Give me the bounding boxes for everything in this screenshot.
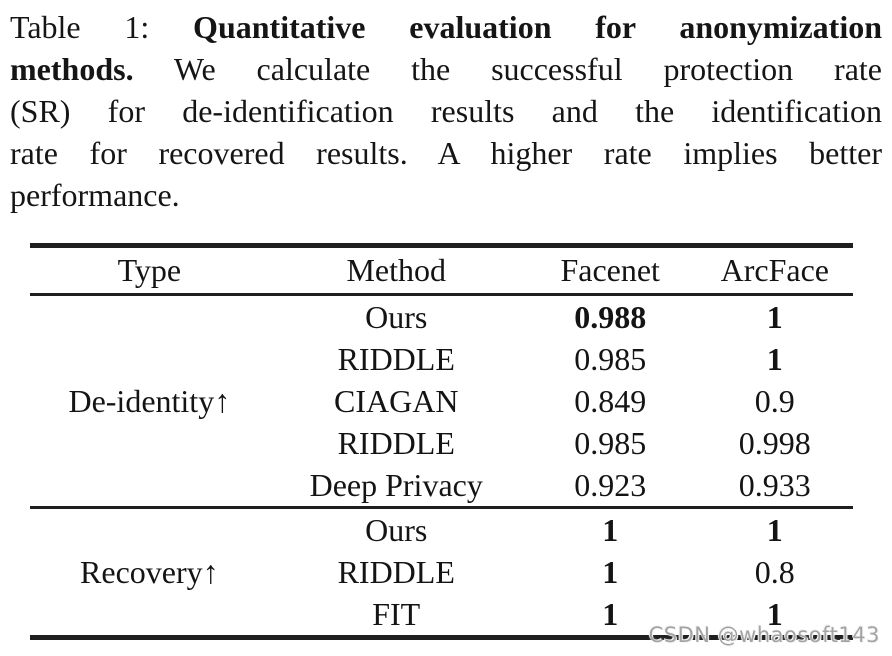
table-row: CIAGAN 0.849 0.9 — [30, 380, 853, 422]
column-header-method: Method — [346, 252, 446, 288]
method-cell: RIDDLE — [337, 340, 455, 377]
column-header-arcface: ArcFace — [720, 252, 829, 288]
table-row: FIT 1 1 — [30, 593, 853, 638]
type-group-label: Recovery↑ — [80, 553, 219, 590]
caption-segment: (SR) for de-identification results and t… — [10, 93, 882, 129]
caption-line: Table 1: Quantitative evaluation for ano… — [10, 6, 882, 48]
table-caption: Table 1: Quantitative evaluation for ano… — [10, 6, 882, 216]
facenet-value-cell: 0.988 — [574, 298, 647, 335]
facenet-value-cell: 1 — [602, 511, 619, 548]
facenet-value-cell: 0.923 — [574, 466, 647, 503]
column-header-facenet: Facenet — [560, 252, 660, 288]
watermark: CSDN @whaosoft143 — [648, 623, 880, 647]
caption-segment: We calculate the successful protection r… — [133, 51, 882, 87]
facenet-value-cell: 1 — [602, 553, 619, 590]
caption-segment: performance. — [10, 177, 180, 213]
method-cell: CIAGAN — [334, 382, 459, 419]
arcface-value-cell: 1 — [766, 595, 783, 632]
arcface-value-cell: 0.933 — [738, 466, 811, 503]
type-group-label: De-identity↑ — [68, 382, 231, 419]
facenet-value-cell: 1 — [602, 595, 619, 632]
method-cell: FIT — [372, 595, 421, 632]
caption-line: (SR) for de-identification results and t… — [10, 90, 882, 132]
facenet-value-cell: 0.985 — [574, 340, 647, 377]
table-row: RIDDLE 0.985 0.998 — [30, 422, 853, 464]
facenet-value-cell: 0.985 — [574, 424, 647, 461]
table-header-row: Type Method Facenet ArcFace — [30, 246, 853, 295]
arcface-value-cell: 1 — [766, 511, 783, 548]
caption-line: performance. — [10, 174, 882, 216]
caption-line: methods. We calculate the successful pro… — [10, 48, 882, 90]
table-row: RIDDLE 0.985 1 — [30, 338, 853, 380]
method-cell: RIDDLE — [337, 553, 455, 590]
caption-bold-segment: Quantitative evaluation for anonymizatio… — [193, 9, 883, 45]
method-cell: Ours — [365, 511, 428, 548]
arcface-value-cell: 1 — [766, 298, 783, 335]
results-table: Type Method Facenet ArcFace De-identity↑ Our… — [30, 243, 853, 640]
caption-line: rate for recovered results. A higher rat… — [10, 132, 882, 174]
table-row: De-identity↑ Ours 0.988 1 — [30, 295, 853, 419]
arcface-value-cell: 1 — [766, 340, 783, 377]
table-row: Recovery↑ Ours 1 1 — [30, 507, 853, 590]
facenet-value-cell: 0.849 — [574, 382, 647, 419]
caption-segment: Table 1: — [10, 9, 194, 45]
method-cell: Deep Privacy — [309, 466, 483, 503]
arcface-value-cell: 0.998 — [738, 424, 811, 461]
arcface-value-cell: 0.9 — [754, 382, 795, 419]
table-row: Deep Privacy 0.923 0.933 — [30, 464, 853, 508]
method-cell: RIDDLE — [337, 424, 455, 461]
caption-segment: rate for recovered results. A higher rat… — [10, 135, 882, 171]
caption-bold-segment: methods. — [10, 51, 134, 87]
arcface-value-cell: 0.8 — [754, 553, 795, 590]
table-row: RIDDLE 1 0.8 — [30, 551, 853, 593]
column-header-type: Type — [117, 252, 182, 288]
method-cell: Ours — [365, 298, 428, 335]
